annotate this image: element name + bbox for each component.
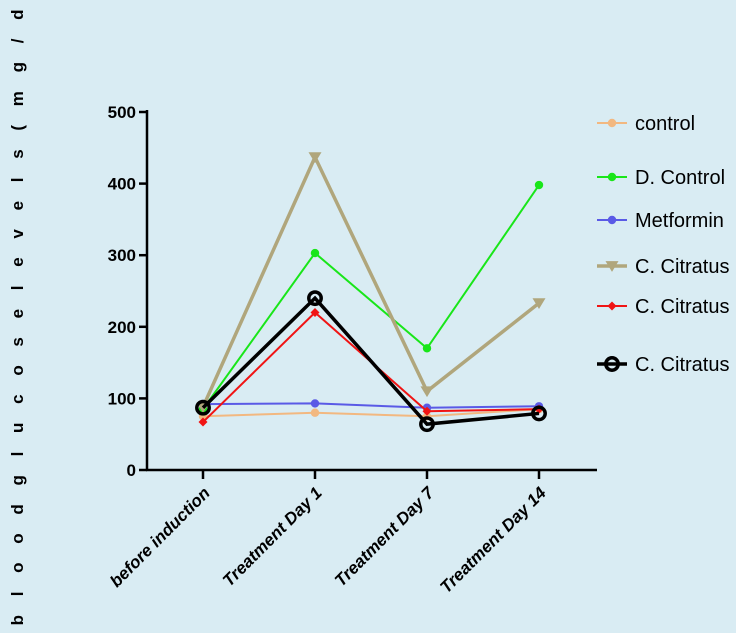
data-point — [419, 416, 435, 433]
axes: 0 100 200 300 400 500 — [108, 103, 597, 480]
x-tick-label: Treatment Day 14 — [436, 483, 550, 597]
x-tick-label: Treatment Day 7 — [331, 482, 439, 590]
legend: control D. Control Metformin C. Citratus C. … — [597, 113, 729, 376]
data-point — [195, 399, 211, 416]
legend-label: C. Citratus — [635, 354, 729, 376]
data-point — [532, 298, 546, 310]
y-axis-title: b l o o d g l u c o s e l e v e l s ( m … — [8, 0, 27, 625]
series-line — [201, 295, 540, 427]
x-tick-labels: before induction Treatment Day 1 Treatment… — [106, 482, 550, 597]
legend-marker — [607, 118, 617, 128]
series-5 — [198, 307, 544, 427]
data-point — [198, 417, 208, 427]
data-point — [310, 408, 320, 417]
x-tick-label: Treatment Day 1 — [219, 483, 326, 590]
data-point — [534, 180, 544, 190]
legend-label: control — [635, 113, 695, 135]
legend-item: C. Citratus — [597, 256, 729, 278]
legend-marker — [605, 261, 619, 272]
legend-item: D. Control — [597, 167, 725, 189]
series-line — [201, 152, 541, 408]
data-point — [310, 399, 320, 408]
legend-label: Metformin — [635, 210, 724, 232]
y-tick-label: 400 — [108, 175, 136, 194]
legend-item: C. Citratus — [597, 296, 729, 318]
series-line — [202, 402, 540, 409]
y-tick-label: 0 — [127, 461, 136, 480]
y-tick-label: 500 — [108, 103, 136, 122]
legend-label: C. Citratus — [635, 256, 729, 278]
y-tick-label: 300 — [108, 246, 136, 265]
legend-label: D. Control — [635, 167, 725, 189]
data-point — [422, 344, 432, 353]
data-point — [307, 290, 323, 307]
legend-label: C. Citratus — [635, 296, 729, 318]
legend-marker — [604, 356, 620, 372]
data-point — [420, 386, 434, 398]
legend-item: Metformin — [597, 210, 724, 232]
series-6 — [195, 290, 547, 433]
legend-item: C. Citratus — [597, 354, 729, 376]
legend-marker — [607, 301, 617, 311]
y-tick-label: 100 — [108, 389, 136, 408]
legend-item: control — [597, 113, 695, 135]
data-point — [310, 248, 320, 258]
series-line — [202, 408, 540, 418]
data-point — [308, 152, 322, 163]
legend-marker — [607, 172, 617, 182]
x-tick-label: before induction — [106, 483, 214, 591]
data-point — [531, 405, 547, 422]
data-point — [422, 406, 432, 416]
series-line — [202, 184, 540, 410]
data-point — [310, 307, 320, 317]
y-axis-title-group: b l o o d g l u c o s e l e v e l s ( m … — [8, 0, 27, 625]
series-4 — [196, 152, 546, 413]
legend-marker — [607, 215, 617, 225]
y-tick-label: 200 — [108, 318, 136, 337]
series-group — [195, 152, 547, 433]
